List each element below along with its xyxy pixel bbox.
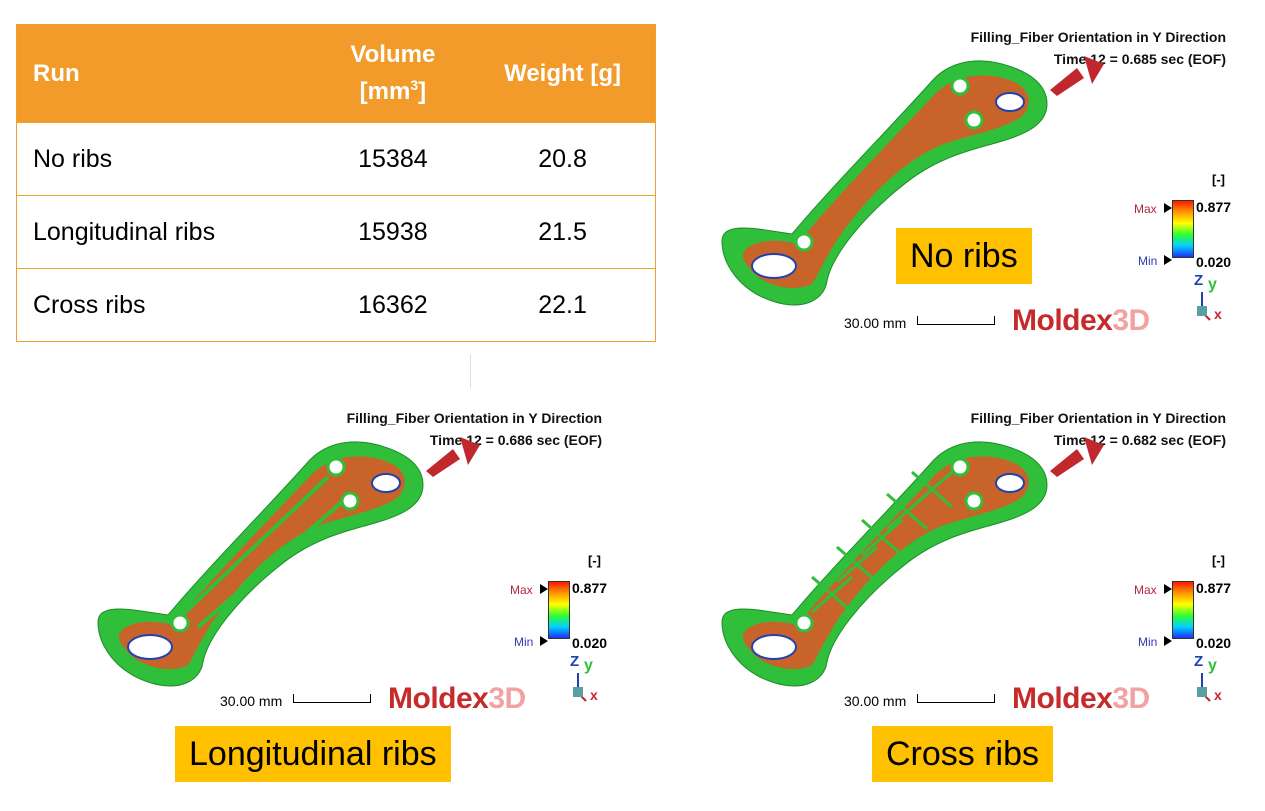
legend-max-value: 0.877 <box>1196 580 1232 596</box>
cell-volume: 15384 <box>315 122 471 196</box>
moldex3d-logo: Moldex3D <box>1012 304 1150 337</box>
table-row: No ribs 15384 20.8 <box>16 122 656 196</box>
legend-min-label: Min <box>514 635 534 649</box>
axis-triad-icon: Z y x <box>570 653 598 703</box>
legend-min-label: Min <box>1138 635 1158 649</box>
part-longitudinal-ribs-image <box>97 437 480 687</box>
label-longitudinal-ribs: Longitudinal ribs <box>175 726 451 782</box>
cell-volume: 15938 <box>315 195 471 269</box>
legend-max-label: Max <box>1134 202 1157 216</box>
moldex3d-logo: Moldex3D <box>1012 682 1150 715</box>
simulation-panel-cross-ribs: Filling_Fiber Orientation in Y Direction… <box>712 407 1252 737</box>
cell-run: No ribs <box>16 122 316 196</box>
legend-max-marker <box>540 584 548 594</box>
moldex3d-logo: Moldex3D <box>388 682 526 715</box>
legend-max-value: 0.877 <box>572 580 608 596</box>
label-no-ribs: No ribs <box>896 228 1032 284</box>
legend-gradient-bar <box>548 581 570 639</box>
scale-label: 30.00 mm <box>844 315 907 331</box>
legend-min-value: 0.020 <box>1196 635 1232 651</box>
table-header-row: Run Volume [mm3] Weight [g] <box>16 24 656 123</box>
legend-unit: [-] <box>588 553 601 568</box>
cell-run: Cross ribs <box>16 268 316 342</box>
divider <box>470 354 471 388</box>
legend-max-label: Max <box>510 583 533 597</box>
legend-min-marker <box>540 636 548 646</box>
axis-triad-icon: Z y x <box>1194 653 1222 703</box>
table-row: Cross ribs 16362 22.1 <box>16 268 656 342</box>
color-legend: [-] Max 0.877 Min 0.020 <box>1132 553 1252 653</box>
cell-weight: 20.8 <box>470 122 656 196</box>
legend-min-marker <box>1164 255 1172 265</box>
axis-triad-icon: Z y x <box>1194 272 1222 322</box>
legend-gradient-bar <box>1172 200 1194 258</box>
legend-unit: [-] <box>1212 172 1225 187</box>
header-volume: Volume [mm3] <box>350 41 436 105</box>
results-table: Run Volume [mm3] Weight [g] No ribs 15384… <box>16 24 656 342</box>
scale-bar <box>917 316 995 325</box>
table-row: Longitudinal ribs 15938 21.5 <box>16 195 656 269</box>
legend-max-label: Max <box>1134 583 1157 597</box>
cell-run: Longitudinal ribs <box>16 195 316 269</box>
part-cross-ribs-image <box>721 437 1104 687</box>
cell-volume: 16362 <box>315 268 471 342</box>
scale-bar <box>917 694 995 703</box>
scale-label: 30.00 mm <box>844 693 907 709</box>
header-weight: Weight [g] <box>504 59 621 87</box>
legend-min-marker <box>1164 636 1172 646</box>
simulation-panel-no-ribs: Filling_Fiber Orientation in Y Direction… <box>712 26 1252 356</box>
sim-title: Filling_Fiber Orientation in Y Direction… <box>970 29 1226 67</box>
cell-weight: 21.5 <box>470 195 656 269</box>
legend-min-value: 0.020 <box>1196 254 1232 270</box>
legend-min-label: Min <box>1138 254 1158 268</box>
legend-max-marker <box>1164 584 1172 594</box>
legend-gradient-bar <box>1172 581 1194 639</box>
part-no-ribs-image <box>721 56 1104 306</box>
scale-bar <box>293 694 371 703</box>
legend-max-marker <box>1164 203 1172 213</box>
simulation-panel-longitudinal-ribs: Filling_Fiber Orientation in Y Direction… <box>88 407 628 737</box>
label-cross-ribs: Cross ribs <box>872 726 1054 782</box>
legend-max-value: 0.877 <box>1196 199 1232 215</box>
scale-label: 30.00 mm <box>220 693 283 709</box>
header-run: Run <box>33 59 80 87</box>
legend-unit: [-] <box>1212 553 1225 568</box>
color-legend: [-] Max 0.877 Min 0.020 <box>508 553 628 653</box>
color-legend: [-] Max 0.877 Min 0.020 <box>1132 172 1252 272</box>
legend-min-value: 0.020 <box>572 635 608 651</box>
cell-weight: 22.1 <box>470 268 656 342</box>
